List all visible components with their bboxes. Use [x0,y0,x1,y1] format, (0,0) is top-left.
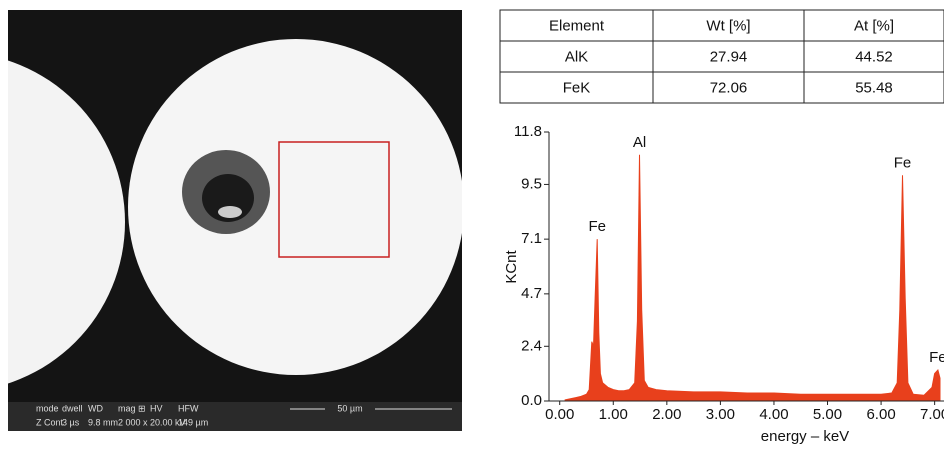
table-cell: 44.52 [855,48,893,65]
table-border [499,9,944,104]
x-tick-label: 3.00 [706,406,735,423]
info-header: WD [88,403,103,413]
y-tick-label: 7.1 [521,230,542,247]
wire-section [8,60,125,384]
y-tick-label: 4.7 [521,285,542,302]
table-cell: 27.94 [710,48,748,65]
info-bar [8,402,462,431]
table-cell: FeK [563,79,591,96]
x-tick-label: 7.00 [920,406,944,423]
peak-label: Fe [894,154,912,171]
info-value: Z Cont [36,417,64,427]
table-cell: AlK [565,48,588,65]
info-header: HV [150,403,163,413]
table-cell: 72.06 [710,79,748,96]
info-value: 3 µs [62,417,80,427]
info-header: HFW [178,403,199,413]
info-header: mag ⊞ [118,403,146,413]
spectrum [564,154,941,402]
table-cell: 55.48 [855,79,893,96]
table-header: At [%] [854,17,894,34]
info-value: 20.00 kV [150,417,186,427]
info-value: 2 000 x [118,417,148,427]
x-tick-label: 5.00 [813,406,842,423]
analysis-region [278,141,390,258]
spectrum-chart: energy – keV KCnt 0.0 2.4 4.7 7.1 9.5 11.8 0.0… [503,123,944,445]
y-tick-label: 9.5 [521,175,542,192]
info-value: 9.8 mm [88,417,118,427]
x-tick-label: 4.00 [759,406,788,423]
scale-bar-label: 50 µm [337,403,362,413]
peak-label: Fe [588,218,606,235]
y-axis-label: KCnt [503,250,520,284]
table-header: Element [549,17,605,34]
info-header: dwell [62,403,83,413]
peak-label: Fe [929,349,944,366]
x-tick-label: 0.00 [545,406,574,423]
scale-bar-gap [325,403,375,415]
x-tick-label: 2.00 [652,406,681,423]
x-tick-label: 1.00 [599,406,628,423]
composition-table: Element Wt [%] At [%] AlK 27.94 44.52 FeK 72.06… [499,9,944,104]
table-header: Wt [%] [706,17,750,34]
info-value: 149 µm [178,417,208,427]
x-tick-label: 6.00 [866,406,895,423]
y-tick-label: 2.4 [521,337,542,354]
info-header: mode [36,403,59,413]
x-axis-label: energy – keV [761,428,849,445]
peak-label: Al [633,134,646,151]
y-tick-label: 11.8 [514,123,542,140]
wire-section [128,39,462,375]
y-tick-label: 0.0 [521,392,542,409]
pore-particle [218,206,242,218]
